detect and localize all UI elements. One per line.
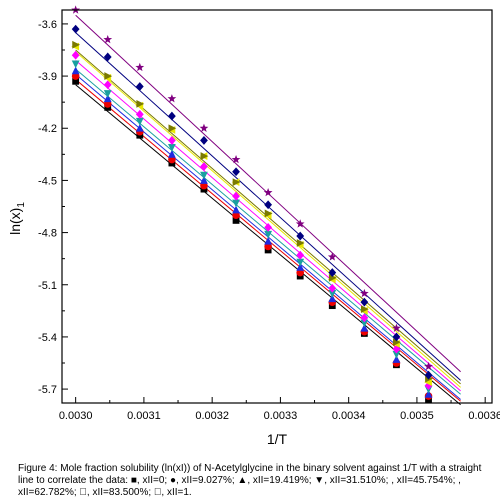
data-point-s4-1 [71,60,80,69]
data-point-s7-8 [296,239,305,247]
data-point-s7-5 [200,152,209,160]
data-point-s4-11 [392,350,401,359]
x-tick-label: 0.0031 [127,410,161,422]
y-tick-label: -5.1 [38,280,57,292]
data-point-s3-2 [103,94,112,103]
data-point-s3-11 [392,355,401,363]
data-point-s1-6 [232,217,240,224]
data-point-s7-7 [264,209,273,218]
data-point-s9-3 [135,62,145,72]
x-tick-label: 0.0030 [59,410,93,422]
data-point-s3-9 [328,294,337,303]
x-axis-label: 1/T [267,431,288,447]
data-point-s3-12 [424,389,433,398]
data-point-s7-2 [104,72,113,80]
markers-group [71,5,433,403]
x-tick-label: 0.0032 [195,410,229,422]
data-point-s3-7 [264,236,273,245]
data-point-s3-10 [360,323,369,332]
data-point-s1-1 [72,77,80,85]
data-point-s5-6 [232,191,240,201]
y-tick-label: -5.7 [38,384,57,396]
x-axis-ticks: 0.0030 0.0031 0.0032 0.0033 0.0034 0.0035 0.00… [59,397,500,422]
y-tick-label: -4.5 [38,175,57,187]
data-point-s8-3 [135,82,144,91]
data-point-s4-4 [167,143,176,152]
data-point-s3-4 [167,149,176,158]
fit-line-6 [75,51,461,388]
data-point-s9-12 [424,361,433,371]
data-point-s9-11 [392,323,401,332]
data-point-s8-11 [392,332,401,342]
data-point-s8-12 [424,370,433,380]
y-axis-label: ln(x)1 [7,202,27,235]
data-point-s5-9 [328,283,337,293]
data-point-s8-9 [328,268,337,277]
x-tick-label: 0.0033 [264,410,298,422]
data-point-s6-12 [424,378,432,387]
data-point-s5-3 [135,109,144,119]
data-point-s3-5 [200,176,208,184]
data-point-s7-6 [232,178,241,187]
data-point-s9-6 [231,154,241,164]
data-point-s9-5 [199,123,209,132]
data-point-s9-8 [295,219,305,228]
data-point-s8-4 [167,111,176,121]
data-point-s9-4 [167,94,177,103]
data-point-s3-8 [296,262,305,271]
x-tick-label: 0.0036 [468,410,500,422]
x-tick-label: 0.0035 [400,410,434,422]
data-point-s4-10 [360,319,369,328]
data-point-s8-8 [296,231,305,241]
data-point-s4-8 [296,258,305,267]
data-point-s5-4 [167,136,176,145]
data-point-s5-12 [424,381,433,391]
data-point-s3-1 [71,66,80,75]
y-tick-label: -5.4 [38,332,57,344]
data-point-s8-6 [232,167,240,177]
data-point-s5-7 [264,222,273,232]
x-tick-label: 0.0034 [332,410,366,422]
data-point-s7-10 [360,305,369,313]
data-point-s4-5 [200,171,208,180]
data-point-s4-2 [103,90,112,98]
data-point-s7-4 [168,124,177,133]
data-point-s5-8 [296,250,305,260]
data-point-s5-2 [103,80,112,90]
data-point-s8-10 [360,297,369,307]
data-point-s9-2 [103,34,113,44]
y-axis-label-subscript: 1 [16,202,27,208]
y-tick-label: -3.9 [38,71,57,83]
y-axis-label-main: ln(x) [7,208,23,235]
data-point-s5-5 [200,162,208,171]
data-point-s7-11 [393,338,401,347]
data-point-s5-10 [360,313,369,323]
data-point-s4-7 [264,230,273,239]
plot-frame [61,9,493,404]
data-point-s8-5 [200,136,208,145]
data-point-s8-1 [71,24,80,34]
data-point-s9-10 [359,288,369,298]
data-point-s9-9 [327,252,337,261]
y-axis-ticks: -3.6 -3.9 -4.2 -4.5 -4.8 -5.1 -5.4 -5.7 [38,19,68,396]
data-point-s9-7 [263,187,273,197]
data-point-s4-3 [135,117,144,126]
data-point-s8-2 [103,52,112,62]
y-tick-label: -4.8 [38,228,57,240]
data-point-s3-6 [232,205,240,214]
data-point-s3-3 [135,123,144,132]
data-point-s7-3 [136,100,145,108]
figure-caption: Figure 4: Mole fraction solubility (ln(x… [18,463,482,498]
data-point-s7-9 [328,273,337,282]
data-point-s7-1 [72,40,81,49]
data-point-s8-7 [264,200,273,210]
y-tick-label: -3.6 [38,19,57,31]
data-point-s4-9 [328,290,337,298]
data-point-s5-1 [71,50,80,60]
data-point-s4-6 [232,199,240,208]
y-tick-label: -4.2 [38,123,57,135]
fit-lines-group [75,14,461,406]
